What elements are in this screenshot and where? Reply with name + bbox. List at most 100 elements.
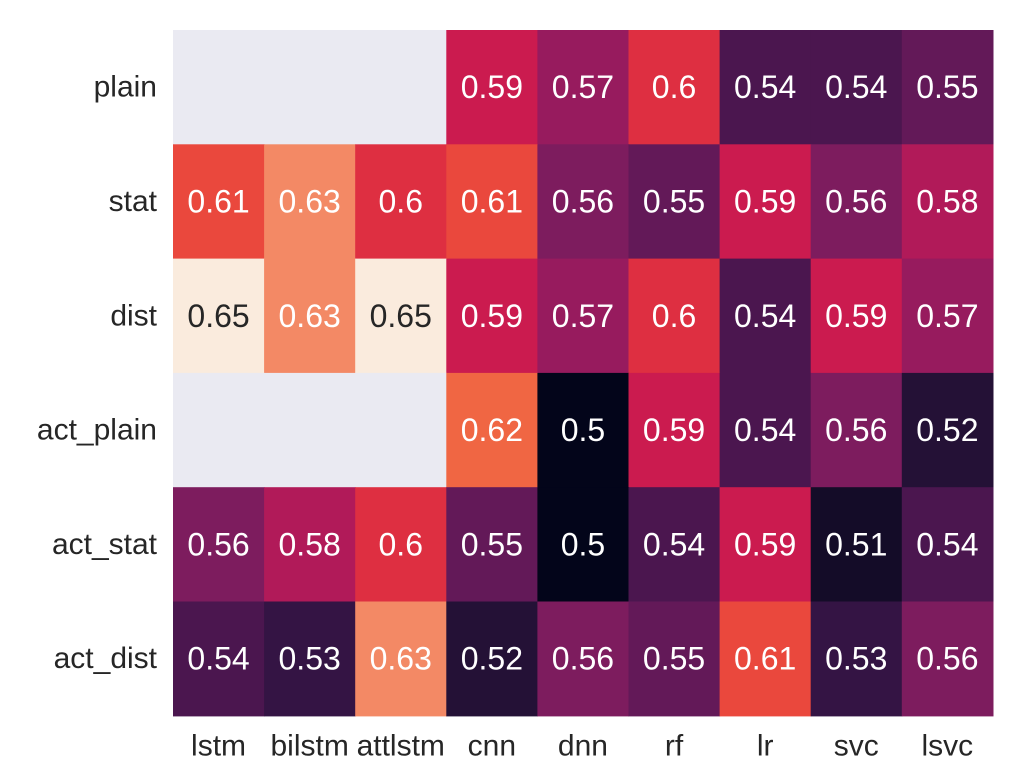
x-tick-label: dnn	[558, 729, 608, 762]
heatmap-cell	[628, 372, 721, 488]
cell-value-label: 0.61	[187, 183, 249, 219]
cell-value-label: 0.55	[916, 69, 978, 105]
cell-value-label: 0.5	[561, 526, 605, 562]
cell-value-label: 0.53	[825, 641, 887, 677]
cell-value-label: 0.61	[461, 183, 523, 219]
heatmap-cell	[355, 487, 447, 603]
heatmap-cell	[264, 601, 356, 717]
heatmap-cell	[537, 258, 630, 374]
cell-value-label: 0.6	[379, 183, 423, 219]
heatmap-cell	[901, 30, 994, 145]
cell-value-label: 0.59	[734, 183, 796, 219]
x-tick-label: lsvc	[922, 729, 974, 762]
heatmap-cell	[264, 372, 356, 488]
heatmap-cell	[355, 144, 447, 260]
y-tick-label: plain	[94, 71, 157, 104]
cell-value-label: 0.6	[379, 526, 423, 562]
y-tick-label: act_plain	[37, 414, 157, 447]
x-tick-label: lr	[757, 729, 774, 762]
cell-value-label: 0.54	[734, 69, 796, 105]
heatmap-cell	[901, 258, 994, 374]
cell-value-label: 0.57	[552, 298, 614, 334]
heatmap-cell	[901, 144, 994, 260]
heatmap-cell	[355, 601, 447, 717]
cell-value-labels: 0.59 0.57 0.6 0.54 0.54 0.55 0.61 0.63 0.6 0.61 0.…	[187, 69, 978, 677]
heatmap-cell	[173, 258, 265, 374]
heatmap-cell	[719, 487, 812, 603]
heatmap-cell	[628, 30, 721, 145]
cell-value-label: 0.63	[279, 183, 341, 219]
heatmap-cell	[173, 601, 265, 717]
heatmap-cell	[446, 30, 538, 145]
cell-value-label: 0.58	[279, 526, 341, 562]
cell-value-label: 0.57	[552, 69, 614, 105]
cell-value-label: 0.52	[916, 412, 978, 448]
cell-value-label: 0.61	[734, 641, 796, 677]
cell-value-label: 0.55	[643, 641, 705, 677]
heatmap-cell	[810, 601, 903, 717]
x-axis-tick-labels: lstm bilstm attlstm cnn dnn rf lr svc lsvc	[191, 729, 973, 762]
heatmap-cell	[537, 30, 630, 145]
heatmap-cell	[446, 601, 538, 717]
heatmap-cell	[719, 601, 812, 717]
heatmap-cell	[173, 487, 265, 603]
cell-value-label: 0.5	[561, 412, 605, 448]
heatmap-cell	[355, 30, 447, 145]
heatmap-cell	[264, 487, 356, 603]
cell-value-label: 0.54	[187, 641, 249, 677]
heatmap-cell	[901, 601, 994, 717]
cell-value-label: 0.54	[734, 298, 796, 334]
cell-value-label: 0.56	[552, 641, 614, 677]
heatmap-cell	[264, 258, 356, 374]
cell-value-label: 0.56	[825, 412, 887, 448]
y-tick-label: act_stat	[52, 528, 158, 561]
cell-value-label: 0.53	[279, 641, 341, 677]
cell-value-label: 0.55	[461, 526, 523, 562]
heatmap-cell	[173, 30, 265, 145]
cell-value-label: 0.6	[652, 69, 696, 105]
heatmap-cell	[537, 372, 630, 488]
heatmap-cell	[628, 601, 721, 717]
heatmap-cell	[901, 372, 994, 488]
heatmap-cell	[355, 258, 447, 374]
cell-value-label: 0.56	[825, 183, 887, 219]
cell-value-label: 0.57	[916, 298, 978, 334]
heatmap-cell	[810, 144, 903, 260]
cell-value-label: 0.54	[916, 526, 978, 562]
heatmap-cell	[810, 372, 903, 488]
heatmap-cell	[173, 144, 265, 260]
heatmap-cell	[264, 30, 356, 145]
y-tick-label: dist	[110, 299, 157, 332]
x-tick-label: lstm	[191, 729, 246, 762]
cell-value-label: 0.65	[370, 298, 432, 334]
cell-value-label: 0.63	[279, 298, 341, 334]
cell-value-label: 0.62	[461, 412, 523, 448]
cell-value-label: 0.54	[825, 69, 887, 105]
heatmap-cell	[719, 144, 812, 260]
cell-value-label: 0.58	[916, 183, 978, 219]
heatmap-cell	[628, 487, 721, 603]
heatmap-cell	[264, 144, 356, 260]
cell-value-label: 0.59	[734, 526, 796, 562]
y-tick-label: act_dist	[54, 642, 158, 675]
heatmap-cell	[628, 144, 721, 260]
cell-value-label: 0.59	[461, 69, 523, 105]
cell-value-label: 0.54	[734, 412, 796, 448]
heatmap-cell	[719, 372, 812, 488]
heatmap-cell	[810, 258, 903, 374]
cell-value-label: 0.59	[643, 412, 705, 448]
x-tick-label: attlstm	[357, 729, 445, 762]
cell-value-label: 0.54	[643, 526, 705, 562]
cell-value-label: 0.6	[652, 298, 696, 334]
x-tick-label: cnn	[468, 729, 516, 762]
heatmap-cell	[173, 372, 265, 488]
x-tick-label: svc	[834, 729, 879, 762]
heatmap-cell	[810, 30, 903, 145]
y-tick-label: stat	[109, 185, 158, 218]
heatmap-cell	[628, 258, 721, 374]
heatmap-cells	[173, 30, 994, 717]
heatmap-cell	[901, 487, 994, 603]
cell-value-label: 0.51	[825, 526, 887, 562]
x-tick-label: bilstm	[270, 729, 348, 762]
